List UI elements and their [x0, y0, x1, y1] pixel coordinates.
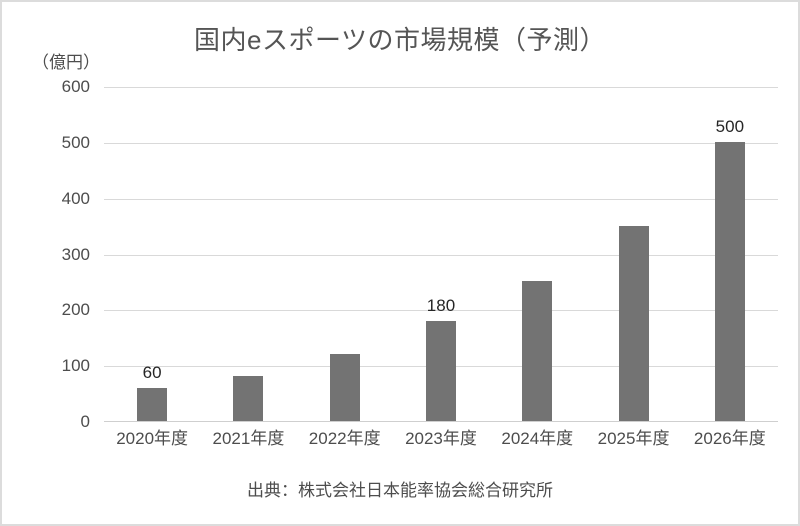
y-axis-tick-labels: 0 100 200 300 400 500 600 — [2, 77, 90, 431]
y-tick-label: 600 — [61, 77, 90, 96]
bar-value-label: 60 — [142, 362, 162, 382]
gridline — [104, 142, 778, 144]
plot-area: 60 2020年度 2021年度 2022年度 180 2023年度 2024年度 2025年… — [104, 87, 778, 448]
y-axis-unit-label: （億円） — [32, 53, 100, 72]
bar-value-label: 500 — [715, 116, 745, 136]
y-tick-label: 400 — [61, 188, 90, 208]
x-tick-label: 2021年度 — [212, 429, 285, 448]
y-tick-label: 300 — [61, 244, 90, 264]
y-tick-label: 500 — [61, 132, 90, 152]
gridline — [104, 198, 778, 200]
gridline — [104, 254, 778, 256]
bar-2024 — [522, 281, 553, 421]
x-tick-label: 2020年度 — [116, 429, 189, 448]
x-tick-label: 2024年度 — [501, 429, 574, 448]
bar-2025 — [618, 225, 649, 421]
x-tick-label: 2023年度 — [405, 429, 477, 448]
bar-2020 — [137, 387, 168, 421]
chart-title: 国内eスポーツの市場規模（予測） — [194, 25, 606, 55]
bar-2022 — [329, 354, 360, 421]
bar-2026 — [714, 141, 745, 421]
y-tick-label: 0 — [80, 412, 90, 431]
x-tick-label: 2026年度 — [693, 429, 766, 448]
y-tick-label: 100 — [61, 356, 90, 376]
source-caption: 出典：株式会社日本能率協会総合研究所 — [247, 481, 553, 500]
gridline — [104, 87, 778, 88]
x-tick-label: 2022年度 — [308, 429, 381, 448]
bar-value-label: 180 — [426, 295, 456, 315]
bar-2021 — [233, 376, 264, 421]
bar-2023 — [426, 320, 456, 421]
x-tick-label: 2025年度 — [597, 429, 670, 448]
y-tick-label: 200 — [61, 300, 90, 320]
gridline — [104, 310, 778, 312]
